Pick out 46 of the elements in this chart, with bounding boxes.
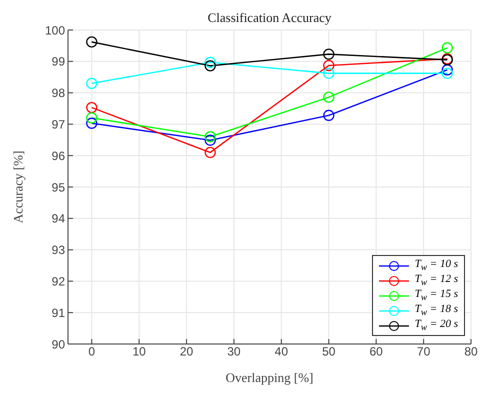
y-tick-label: 95 xyxy=(52,180,66,194)
y-tick-label: 90 xyxy=(52,337,66,352)
point xyxy=(323,92,334,103)
point xyxy=(442,68,453,79)
x-tick-label: 20 xyxy=(180,344,194,359)
y-tick-label: 92 xyxy=(52,274,66,288)
legend-label: T$_{w}$ = 15 s xyxy=(414,288,458,303)
point xyxy=(86,118,98,129)
chart-title: Classification Accuracy xyxy=(208,10,332,25)
point xyxy=(323,48,334,60)
y-tick-label: 96 xyxy=(52,148,66,163)
y-axis-title: Accuracy [%] xyxy=(10,150,26,224)
y-tick-label: 94 xyxy=(52,212,66,226)
point xyxy=(86,102,98,114)
point xyxy=(204,134,216,146)
point xyxy=(442,64,453,76)
legend-label: T$_{w}$ = 10 s xyxy=(414,258,458,273)
point xyxy=(204,131,216,142)
point xyxy=(442,42,453,54)
x-tick-label: 70 xyxy=(416,344,431,359)
x-tick-label: 40 xyxy=(274,344,288,359)
y-tick-label: 99 xyxy=(52,54,66,69)
y-tick-label: 93 xyxy=(52,243,66,258)
x-tick-label: 30 xyxy=(227,344,241,359)
point xyxy=(86,78,98,89)
legend-label: T$_{w}$ = 18 s xyxy=(414,303,458,318)
y-tick-label: 91 xyxy=(52,306,66,320)
point xyxy=(86,112,98,124)
point xyxy=(86,36,98,48)
x-axis-title: Overlapping [%] xyxy=(226,370,314,385)
x-tick-label: 50 xyxy=(322,344,336,359)
point xyxy=(204,60,216,72)
y-tick-label: 97 xyxy=(52,117,66,132)
x-tick-label: 10 xyxy=(132,344,146,359)
point xyxy=(204,56,216,68)
point xyxy=(323,68,334,79)
point xyxy=(204,146,216,158)
x-tick-label: 80 xyxy=(464,344,478,359)
point xyxy=(323,110,334,122)
point xyxy=(323,60,334,72)
x-tick-label: 0 xyxy=(88,344,96,359)
legend-label: T$_{w}$ = 12 s xyxy=(414,273,458,288)
x-tick-label: 60 xyxy=(369,344,384,359)
legend-label: T$_{w}$ = 20 s xyxy=(414,318,458,333)
y-tick-label: 98 xyxy=(52,86,66,100)
y-tick-label: 100 xyxy=(44,23,66,38)
